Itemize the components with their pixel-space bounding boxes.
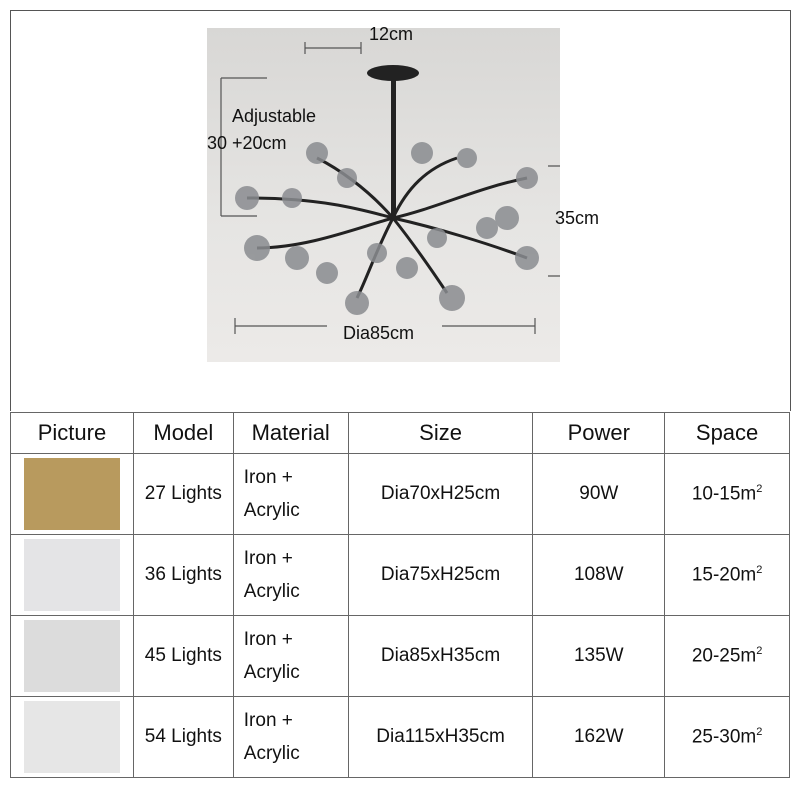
power-cell: 135W <box>532 615 666 697</box>
product-thumbnail <box>23 620 120 692</box>
adjustable-label: Adjustable <box>232 106 317 126</box>
rod-length-label: 30 +20cm <box>207 133 287 153</box>
model-cell: 54 Lights <box>132 696 234 778</box>
material-cell: Iron + Acrylic <box>232 534 349 616</box>
size-cell: Dia115xH35cm <box>347 696 534 778</box>
table-header: Picture Model Material Size Power Space <box>10 412 790 454</box>
spec-table: Picture Model Material Size Power Space … <box>10 412 790 778</box>
model-cell: 27 Lights <box>132 453 234 535</box>
material-cell: Iron + Acrylic <box>232 453 349 535</box>
product-photo <box>207 28 577 362</box>
material-cell: Iron + Acrylic <box>232 696 349 778</box>
header-space: Space <box>664 412 790 454</box>
table-row: 27 Lights Iron + Acrylic Dia70xH25cm 90W … <box>10 453 790 535</box>
power-cell: 108W <box>532 534 666 616</box>
height-label: 35cm <box>555 208 600 228</box>
table-row: 45 Lights Iron + Acrylic Dia85xH35cm 135W… <box>10 615 790 697</box>
size-cell: Dia85xH35cm <box>347 615 534 697</box>
product-thumbnail <box>23 701 120 773</box>
top-width-label: 12cm <box>369 24 414 44</box>
header-model: Model <box>132 412 234 454</box>
power-cell: 90W <box>532 453 666 535</box>
space-cell: 20-25m2 <box>664 615 790 697</box>
header-size: Size <box>347 412 534 454</box>
model-cell: 36 Lights <box>132 534 234 616</box>
space-cell: 15-20m2 <box>664 534 790 616</box>
product-thumbnail <box>23 458 120 530</box>
header-material: Material <box>232 412 349 454</box>
space-cell: 25-30m2 <box>664 696 790 778</box>
product-thumbnail <box>23 539 120 611</box>
chandelier-illustration <box>220 42 577 334</box>
power-cell: 162W <box>532 696 666 778</box>
size-cell: Dia70xH25cm <box>347 453 534 535</box>
table-row: 36 Lights Iron + Acrylic Dia75xH25cm 108W… <box>10 534 790 616</box>
top-frame <box>10 10 791 411</box>
model-cell: 45 Lights <box>132 615 234 697</box>
header-power: Power <box>532 412 666 454</box>
diameter-label: Dia85cm <box>343 323 415 343</box>
size-cell: Dia75xH25cm <box>347 534 534 616</box>
header-picture: Picture <box>10 412 134 454</box>
table-row: 54 Lights Iron + Acrylic Dia115xH35cm 162… <box>10 696 790 778</box>
space-cell: 10-15m2 <box>664 453 790 535</box>
material-cell: Iron + Acrylic <box>232 615 349 697</box>
